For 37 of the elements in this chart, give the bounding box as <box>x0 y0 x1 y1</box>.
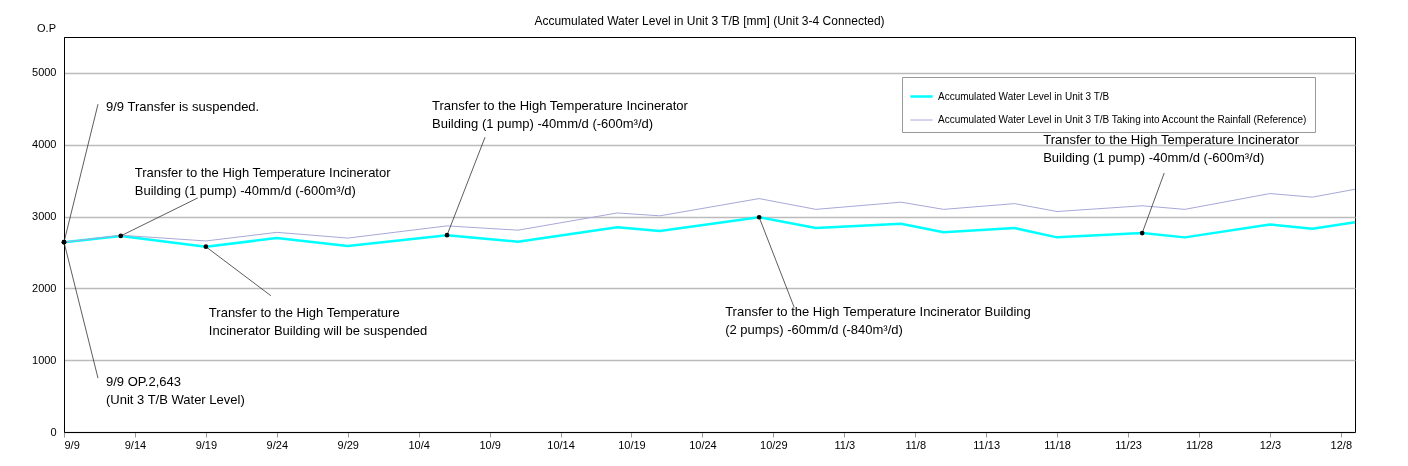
x-tick-label: 12/3 <box>1259 438 1282 451</box>
y-tick-label: 5000 <box>32 66 57 79</box>
x-tick-label: 9/14 <box>124 438 147 451</box>
x-tick-label: 12/8 <box>1330 438 1353 451</box>
x-tick-label: 9/24 <box>266 438 289 451</box>
x-tick-label: 11/18 <box>1044 438 1071 451</box>
legend-label: Accumulated Water Level in Unit 3 T/B Taking into Account the Rainfall (Reference) <box>938 114 1307 125</box>
annotation: Transfer to the High Temperature Incinerator Building will be suspended <box>208 304 428 338</box>
annotation: Transfer to the High Temperature Incinerator Building (1 pump) -40mm/d (-600m³/d) <box>1043 132 1300 166</box>
x-tick-label: 10/14 <box>547 438 575 451</box>
annotation: Transfer to the High Temperature Incinerator Building (1 pump) -40mm/d (-600m³/d) <box>432 98 689 132</box>
x-tick-label: 10/4 <box>408 438 430 451</box>
x-tick-label: 10/24 <box>689 438 717 451</box>
y-tick-label: 0 <box>50 425 57 438</box>
annotation: Transfer to the High Temperature Incinerator Building (2 pumps) -60mm/d (-840m³/d) <box>725 304 1031 338</box>
legend-label: Accumulated Water Level in Unit 3 T/B <box>938 90 1110 102</box>
x-tick-label: 11/8 <box>905 438 927 451</box>
x-tick-label: 9/19 <box>195 438 218 451</box>
annotation: 9/9 Transfer is suspended. <box>106 99 260 115</box>
x-tick-label: 11/13 <box>973 438 1000 451</box>
y-axis-title: O.P <box>37 21 56 34</box>
y-tick-label: 3000 <box>32 210 57 223</box>
y-tick-label: 2000 <box>32 281 57 294</box>
x-tick-label: 10/29 <box>760 438 788 451</box>
x-tick-label: 9/9 <box>64 438 80 451</box>
annotation: 9/9 OP.2,643 (Unit 3 T/B Water Level) <box>106 374 245 408</box>
x-tick-label: 10/9 <box>479 438 501 451</box>
x-tick-label: 11/23 <box>1115 438 1142 451</box>
annotation: Transfer to the High Temperature Incinerator Building (1 pump) -40mm/d (-600m³/d) <box>134 164 392 198</box>
x-tick-label: 10/19 <box>618 438 646 451</box>
x-tick-label: 9/29 <box>337 438 359 451</box>
y-tick-label: 4000 <box>32 138 57 151</box>
chart-title: Accumulated Water Level in Unit 3 T/B [mm] (Unit 3-4 Connected) <box>534 14 885 28</box>
y-tick-label: 1000 <box>32 353 57 366</box>
x-tick-label: 11/28 <box>1186 438 1213 451</box>
line-series <box>63 188 1356 243</box>
x-tick-label: 11/3 <box>834 438 856 451</box>
